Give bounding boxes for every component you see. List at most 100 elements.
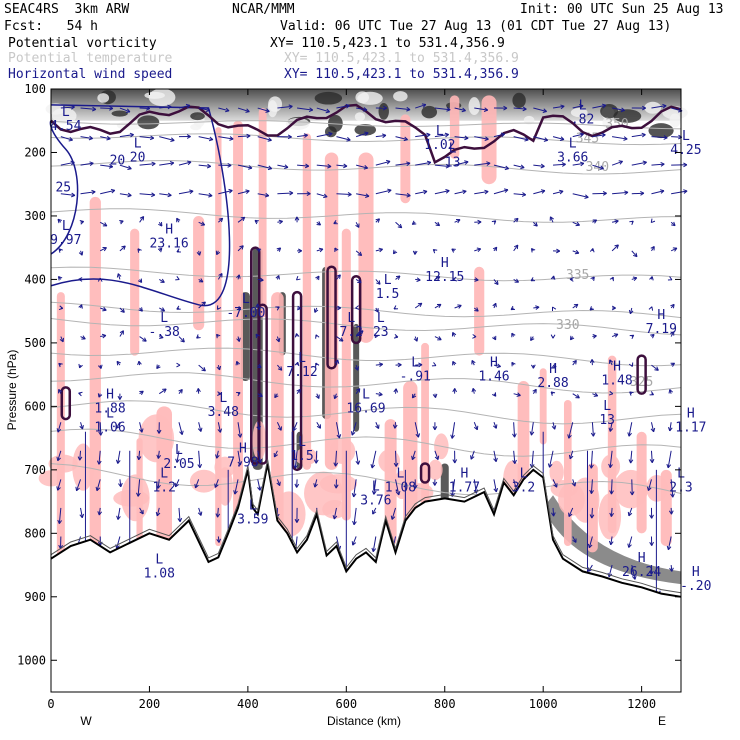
wind-vector-head [79,220,85,225]
wind-vector-head [180,338,185,343]
wind-vector-head [540,189,546,194]
wind-vector-head [92,106,97,112]
wind-vector [533,136,548,141]
extremum-type-30: L [397,467,405,482]
wind-vector [631,564,636,580]
wind-vector-head [432,481,438,486]
wind-vector [474,248,481,252]
wind-vector [80,191,96,195]
wind-vector [415,104,427,109]
wind-vector [119,307,125,313]
extremum-type-20: H [657,308,665,323]
wind-vector [592,104,606,109]
wind-vector-head [237,433,243,438]
x-end-label-west: W [80,714,92,728]
wind-vector-head [492,302,497,308]
extremum-value-14: 3.66 [557,151,588,166]
wind-vector [513,422,516,438]
wind-vector-head [201,366,206,372]
x-tick-label-4: 800 [434,697,456,711]
wind-contour-label-1: 20 [110,154,126,169]
wind-vector [79,450,82,461]
wind-vector-head [274,393,279,399]
wind-vector [533,107,547,112]
wind-vector-head [412,250,418,255]
wind-vector-head [354,366,360,371]
extremum-value-36: 3.2 [512,481,535,496]
pv-strat-blob [354,112,366,122]
wind-vector [572,303,579,309]
extremum-value-29: 1.17 [675,420,706,435]
wind-vector-head [550,334,556,339]
extremum-type-36: L [520,467,528,482]
wind-vector [375,134,386,138]
wind-vector-head [633,252,638,258]
wind-vector-head [160,307,166,312]
wind-vector-head [542,108,548,113]
extremum-value-5: -7.00 [226,306,265,321]
wind-vector-head [618,160,624,165]
wind-vector-head [216,305,222,310]
wind-vector-head [363,164,369,170]
extremum-type-26: L [298,435,306,450]
wind-vector-head [451,248,456,253]
extremum-type-7: L [347,311,355,326]
wind-vector [80,136,93,140]
wind-vector [257,450,262,463]
wind-vector-head [649,276,654,281]
wind-vector [198,221,205,226]
wind-vector-head [450,434,455,439]
wind-vector [451,422,456,439]
wind-vector-head [393,305,399,310]
wind-vector-head [530,336,535,341]
pv-contour-layer [50,103,682,484]
wind-vector-head [452,459,458,464]
wind-vector-head [550,275,556,280]
wind-vector-head [474,307,479,312]
wind-vector-head [649,458,655,464]
wind-vector [355,450,359,465]
wind-vector-head [668,510,674,515]
wind-vector-head [486,161,491,166]
wind-vector-head [336,274,341,279]
extremum-type-18: H [549,362,557,377]
extremum-type-5: L [242,292,250,307]
wind-vector [119,479,122,487]
extremum-value-22: 1.06 [94,420,125,435]
wind-vector-head [303,133,308,138]
extremum-value-4: -.38 [149,325,180,340]
wind-vector-head [494,280,499,285]
wind-vector-head [446,107,451,112]
wind-vector [117,507,121,520]
wind-vector-head [632,276,638,282]
wind-vector-head [325,108,331,114]
wind-vector [237,164,253,169]
y-tick-label-9: 1000 [17,653,46,667]
wind-vector-head [196,334,201,339]
wind-vector-head [313,483,318,488]
wind-vector [473,479,477,494]
wind-vector-head [511,332,516,338]
pv-strat-blob [512,92,526,108]
wind-vector-head [375,424,380,430]
extrema-label-layer: L4.54L20L9.97H23.16L-.38L-7.00L7.12L7.2L… [50,99,711,595]
wind-vector [139,216,145,223]
wind-vector [356,132,369,138]
wind-vector [178,422,183,435]
wind-vector-head [257,486,262,491]
wind-vector-head [293,464,298,469]
theta-contour-0 [50,120,682,130]
pv-strat-blob [378,103,389,120]
wind-vector [590,479,593,494]
wind-vector-head [245,108,250,113]
wind-vector [454,136,469,139]
wind-vector-head [264,192,270,198]
wind-vector-head [418,362,423,368]
wind-vector-head [627,432,632,437]
wind-vector-head [208,192,213,198]
wind-vector-head [666,463,672,469]
y-axis-title: Pressure (hPa) [5,350,19,431]
wind-vector-head [333,394,338,400]
wind-vector-head [167,104,172,110]
x-tick-label-2: 400 [237,697,259,711]
